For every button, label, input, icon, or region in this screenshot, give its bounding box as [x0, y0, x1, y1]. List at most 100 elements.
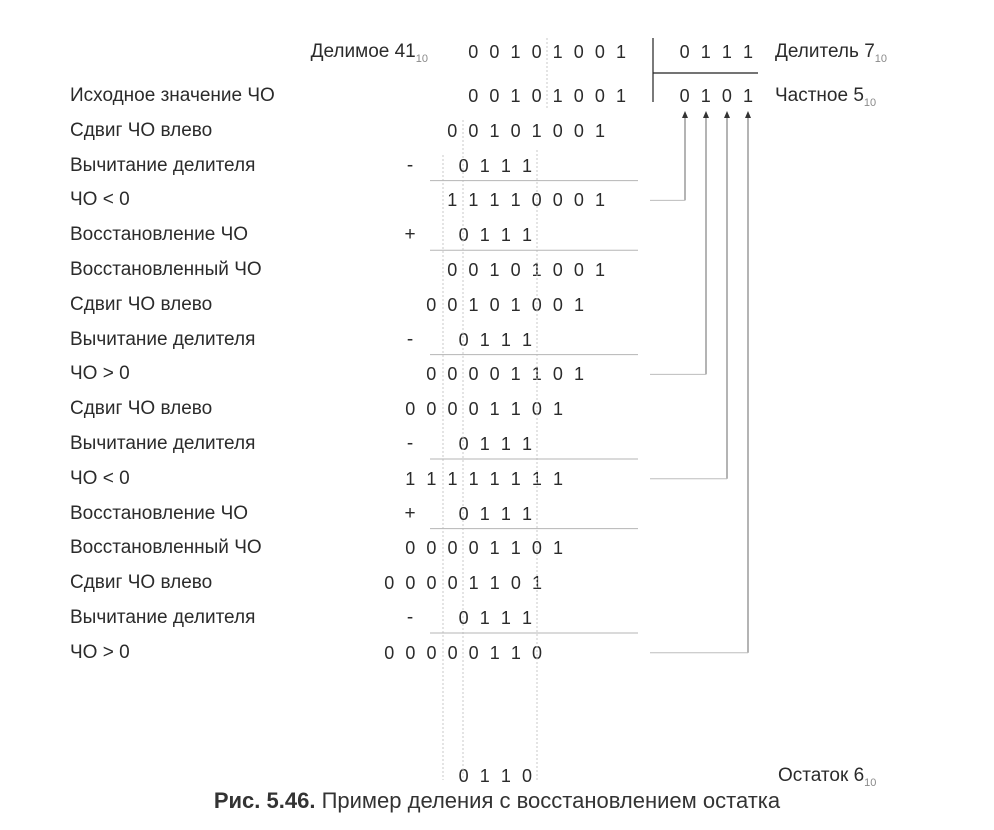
step-bit: 0	[468, 260, 479, 280]
step-bit: 0	[573, 86, 584, 106]
step-bit: 0	[447, 294, 458, 315]
step-bit: 0	[405, 399, 416, 420]
step-bit: 0	[510, 260, 521, 280]
step-bit: 0	[447, 260, 458, 280]
figure-caption: Рис. 5.46. Пример деления с восстановлен…	[213, 788, 781, 813]
operation-sign: -	[406, 607, 414, 628]
step-bit: 1	[521, 329, 532, 350]
step-bit: 1	[479, 155, 490, 176]
quotient-arrow	[724, 111, 730, 118]
divisor-label: Делитель 710	[775, 41, 888, 65]
step-bit: 0	[405, 573, 416, 594]
step-bit: 1	[510, 468, 521, 489]
step-bit: 0	[468, 642, 479, 663]
step-bit: 0	[405, 538, 416, 559]
operation-sign: -	[406, 433, 414, 454]
dividend-bit: 1	[510, 42, 521, 62]
step-bit: 0	[531, 294, 542, 315]
step-bit: 1	[479, 503, 490, 524]
step-bit: 1	[447, 468, 458, 489]
operation-sign: -	[406, 328, 414, 350]
dividend-bit: 0	[594, 42, 605, 62]
step-bit: 0	[531, 190, 542, 211]
quotient-bit: 1	[742, 86, 753, 106]
step-bit: 1	[531, 120, 542, 141]
step-bit: 0	[447, 538, 458, 559]
quotient-bit: 0	[721, 86, 732, 106]
remainder-bit: 1	[479, 766, 490, 786]
step-bit: 1	[521, 608, 532, 628]
step-bit: 1	[552, 468, 563, 489]
step-bit: 1	[500, 155, 511, 176]
step-bit: 1	[521, 155, 532, 176]
remainder-label: Остаток 610	[778, 765, 877, 789]
step-bit: 0	[458, 503, 469, 524]
step-label: Сдвиг ЧО влево	[70, 119, 213, 141]
step-bit: 0	[458, 608, 469, 628]
quotient-bit: 1	[700, 86, 711, 106]
step-bit: 1	[594, 120, 605, 141]
step-bit: 0	[426, 538, 437, 559]
step-bit: 0	[552, 294, 563, 315]
step-bit: 0	[426, 364, 437, 385]
step-bit: 0	[426, 399, 437, 420]
step-bit: 0	[531, 642, 542, 663]
step-bit: 0	[384, 642, 395, 663]
step-bit: 1	[479, 434, 490, 454]
step-bit: 1	[594, 190, 605, 211]
step-label: Вычитание делителя	[70, 607, 256, 628]
step-bit: 0	[405, 642, 416, 663]
step-bit: 0	[531, 399, 542, 420]
step-bit: 0	[573, 190, 584, 211]
step-bit: 0	[447, 642, 458, 663]
step-bit: 1	[510, 538, 521, 559]
step-bit: 1	[500, 434, 511, 454]
step-label: ЧО > 0	[70, 641, 130, 663]
step-bit: 1	[573, 364, 584, 385]
quotient-bit: 0	[679, 86, 690, 106]
step-label: ЧО < 0	[70, 189, 130, 211]
step-label: Вычитание делителя	[70, 328, 256, 350]
step-bit: 1	[510, 86, 521, 106]
step-bit: 1	[521, 434, 532, 454]
step-bit: 0	[531, 538, 542, 559]
step-bit: 1	[489, 538, 500, 559]
step-bit: 0	[447, 364, 458, 385]
step-bit: 0	[594, 86, 605, 106]
step-bit: 1	[489, 468, 500, 489]
step-bit: 1	[489, 120, 500, 141]
step-label: Вычитание делителя	[70, 433, 256, 454]
step-bit: 0	[531, 86, 542, 106]
step-bit: 1	[447, 190, 458, 211]
step-bit: 1	[489, 260, 500, 280]
step-bit: 0	[573, 260, 584, 280]
dividend-bit: 1	[615, 42, 626, 62]
step-bit: 1	[468, 294, 479, 315]
step-label: Восстановленный ЧО	[70, 537, 262, 559]
step-bit: 1	[426, 468, 437, 489]
dividend-bit: 0	[531, 42, 542, 62]
step-label: ЧО < 0	[70, 467, 130, 489]
step-bit: 1	[521, 503, 532, 524]
step-bit: 0	[468, 86, 479, 106]
step-bit: 1	[489, 642, 500, 663]
operation-sign: +	[404, 502, 416, 524]
step-bit: 0	[552, 364, 563, 385]
remainder-bit: 0	[521, 766, 532, 786]
divisor-bit: 1	[721, 42, 732, 62]
step-bit: 1	[552, 399, 563, 420]
step-bit: 0	[447, 399, 458, 420]
step-bit: 0	[468, 399, 479, 420]
step-bit: 0	[489, 364, 500, 385]
step-bit: 1	[500, 503, 511, 524]
step-bit: 1	[468, 573, 479, 594]
remainder-bit: 1	[500, 766, 511, 786]
step-bit: 0	[458, 155, 469, 176]
step-bit: 1	[510, 642, 521, 663]
step-bit: 1	[521, 225, 532, 246]
quotient-arrow	[703, 111, 709, 118]
dividend-bit: 0	[468, 42, 479, 62]
dividend-bit: 0	[573, 42, 584, 62]
step-bit: 0	[573, 120, 584, 141]
step-label: Сдвиг ЧО влево	[70, 398, 213, 420]
